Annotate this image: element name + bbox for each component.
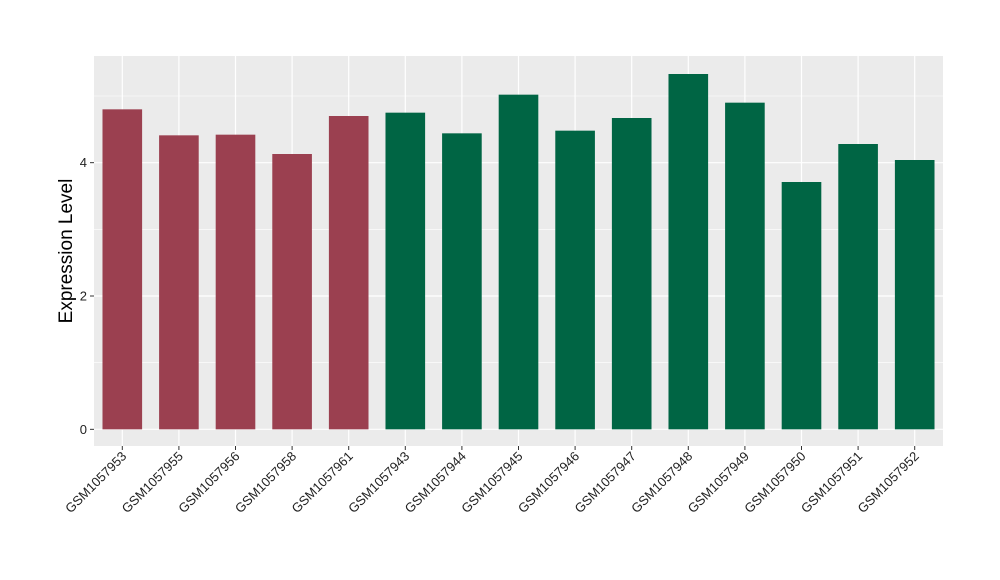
bar-GSM1057944 bbox=[442, 133, 482, 430]
bar-GSM1057946 bbox=[555, 130, 595, 430]
y-tick-label: 0 bbox=[80, 422, 87, 437]
bar-GSM1057943 bbox=[385, 112, 426, 430]
bar-GSM1057945 bbox=[498, 94, 539, 430]
bar-GSM1057955 bbox=[159, 135, 199, 430]
y-axis-title: Expression Level bbox=[56, 179, 77, 324]
bar-GSM1057961 bbox=[328, 116, 369, 430]
bar-GSM1057950 bbox=[781, 182, 822, 430]
y-tick-label: 4 bbox=[80, 155, 87, 170]
bar-GSM1057958 bbox=[272, 154, 312, 430]
bar-GSM1057952 bbox=[894, 160, 935, 430]
bar-GSM1057948 bbox=[668, 74, 709, 430]
bar-GSM1057951 bbox=[838, 144, 878, 430]
bars bbox=[102, 74, 935, 430]
bar-GSM1057956 bbox=[215, 134, 256, 430]
bar-GSM1057949 bbox=[725, 102, 765, 430]
y-tick-label: 2 bbox=[80, 289, 87, 304]
y-axis: 0 2 4 bbox=[80, 155, 94, 437]
bar-GSM1057947 bbox=[611, 118, 652, 430]
x-axis: GSM1057953GSM1057955GSM1057956GSM1057958… bbox=[62, 446, 922, 516]
bar-GSM1057953 bbox=[102, 109, 143, 430]
